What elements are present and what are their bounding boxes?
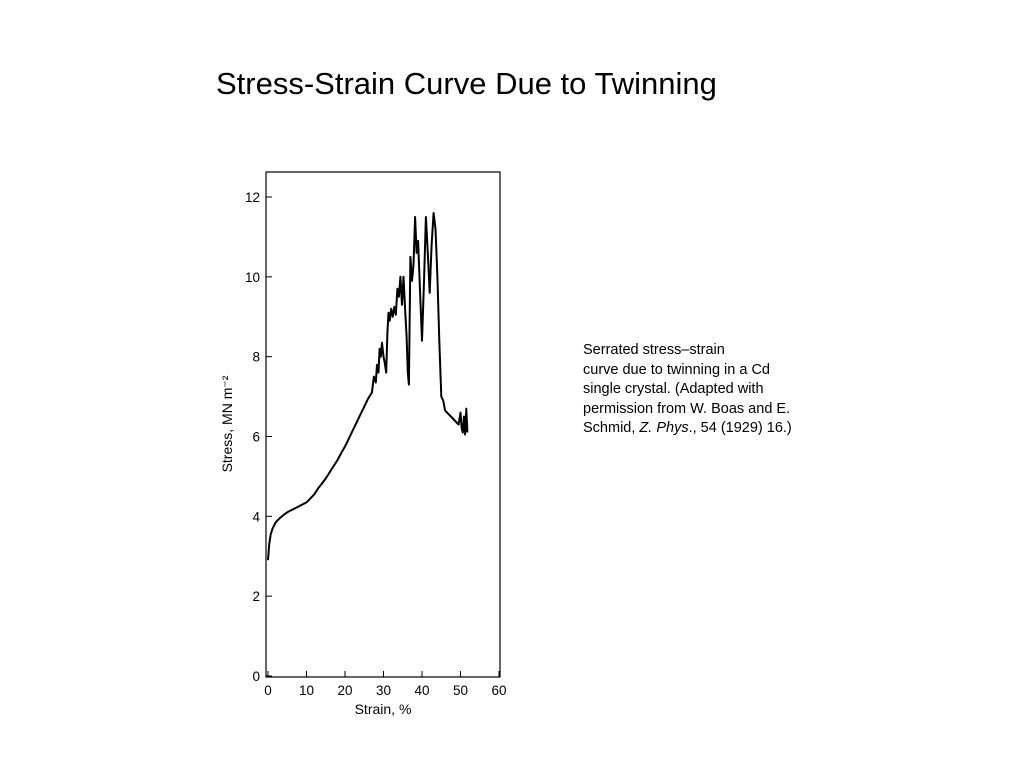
x-tick-label: 50 (453, 683, 468, 698)
y-tick-label: 4 (252, 509, 260, 524)
x-tick-label: 40 (414, 683, 429, 698)
x-tick-label: 30 (376, 683, 391, 698)
y-tick-label: 8 (252, 350, 260, 365)
caption-text: Schmid, (583, 420, 640, 437)
chart-ticks: 0 10 20 30 40 50 60 0 2 4 6 8 10 12 (245, 190, 507, 698)
slide-title: Stress-Strain Curve Due to Twinning (216, 66, 717, 101)
caption-line: Serrated stress–strain (583, 342, 725, 358)
journal-name: Z. Phys (639, 420, 689, 437)
y-tick-label: 12 (245, 190, 260, 205)
y-axis-label: Stress, MN m⁻² (219, 375, 235, 472)
x-tick-label: 10 (299, 683, 314, 698)
y-tick-label: 0 (252, 669, 260, 684)
chart-curve-layer (267, 212, 469, 561)
y-tick-label: 6 (252, 430, 260, 445)
caption-text: ., 54 (1929) 16.) (688, 420, 792, 437)
figure-caption: Serrated stress–strain curve due to twin… (583, 341, 853, 439)
x-tick-label: 20 (337, 683, 352, 698)
caption-line: single crystal. (Adapted with (583, 381, 764, 398)
y-tick-label: 10 (245, 270, 260, 285)
caption-line: curve due to twinning in a Cd (583, 361, 770, 378)
stress-strain-curve (267, 212, 469, 561)
x-axis-label: Strain, % (355, 701, 412, 717)
x-tick-label: 60 (491, 683, 506, 698)
caption-line: permission from W. Boas and E. (583, 400, 791, 417)
x-tick-label: 0 (264, 683, 272, 698)
caption-line: Schmid, Z. Phys., 54 (1929) 16.) (583, 419, 853, 439)
y-tick-label: 2 (252, 589, 260, 604)
